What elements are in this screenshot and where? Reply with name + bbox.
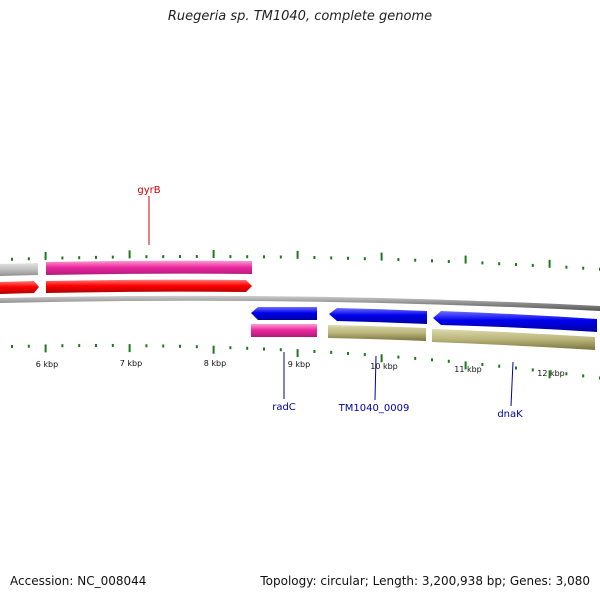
- scale-label-8kbp: 8 kbp: [204, 359, 226, 368]
- feature-TM1040_0009-gene: [328, 325, 426, 341]
- gene-label-radC: radC: [272, 402, 296, 413]
- feature-radC-gene: [251, 324, 317, 337]
- feature-gyrB-cds: [46, 279, 252, 293]
- scale-label-7kbp: 7 kbp: [120, 359, 142, 368]
- scale-label-6kbp: 6 kbp: [36, 360, 58, 369]
- top-tick-row: [11, 250, 600, 271]
- gene-label-TM1040_0009: TM1040_0009: [338, 403, 410, 414]
- scale-label-12kbp: 12 kbp: [537, 369, 565, 378]
- scale-label-10kbp: 10 kbp: [370, 362, 398, 371]
- feature-red-cds: [0, 281, 39, 294]
- genome-backbone: [0, 295, 600, 311]
- gene-label-dnaK: dnaK: [497, 409, 523, 420]
- accession-text: Accession: NC_008044: [10, 574, 147, 588]
- feature-dnaK-gene: [432, 329, 595, 350]
- gene-label-gyrB: gyrB: [137, 185, 160, 196]
- scale-label-11kbp: 11 kbp: [454, 365, 482, 374]
- feature-gray-gene: [0, 263, 38, 276]
- TM1040_0009-leader-line: [374, 355, 377, 401]
- topology-summary-text: Topology: circular; Length: 3,200,938 bp…: [260, 574, 590, 588]
- map-title: Ruegeria sp. TM1040, complete genome: [167, 9, 433, 24]
- dnaK-leader-line: [510, 361, 514, 407]
- feature-TM1040_0009-cds: [329, 308, 427, 324]
- bottom-tick-row: [11, 344, 600, 380]
- feature-gyrB-gene: [46, 260, 252, 275]
- feature-radC-cds: [251, 307, 317, 320]
- scale-label-9kbp: 9 kbp: [288, 360, 310, 369]
- feature-dnaK-cds: [433, 311, 597, 332]
